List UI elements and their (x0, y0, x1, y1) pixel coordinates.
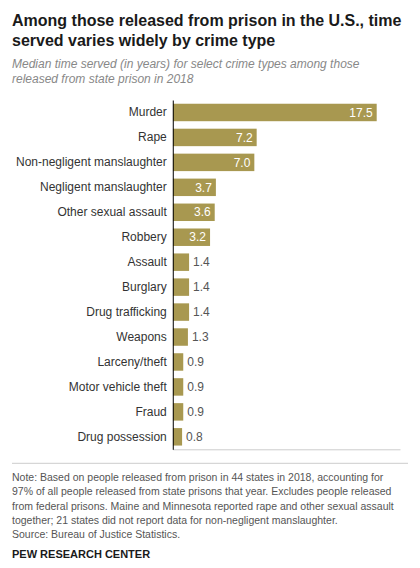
bar (173, 378, 183, 395)
data-label: 7.2 (236, 131, 253, 145)
bar (173, 253, 189, 270)
y-tick: Non-negligent manslaughter (16, 155, 173, 169)
title: Among those released from prison in the … (12, 12, 402, 49)
note-line: Source: Bureau of Justice Statistics. (12, 528, 180, 540)
y-tick-label: Negligent manslaughter (40, 180, 167, 194)
bar (173, 179, 216, 196)
y-tick-label: Other sexual assault (57, 205, 167, 219)
y-tick: Robbery (121, 230, 172, 244)
data-label: 0.9 (187, 355, 204, 369)
y-tick-label: Fraud (135, 405, 166, 419)
data-label: 0.9 (187, 380, 204, 394)
note-line: Note: Based on people released from pris… (12, 471, 384, 483)
y-tick: Rape (138, 130, 173, 144)
bar (173, 353, 183, 370)
subtitle-line: released from state prison in 2018 (12, 72, 194, 86)
data-label: 3.6 (194, 205, 211, 219)
chart: Among those released from prison in the … (0, 0, 420, 568)
bar (173, 278, 189, 295)
bar (173, 428, 182, 445)
data-label: 0.9 (187, 405, 204, 419)
data-label: 1.4 (193, 305, 210, 319)
y-tick-label: Robbery (121, 230, 166, 244)
y-axis-line (173, 101, 174, 450)
data-label: 3.2 (189, 230, 206, 244)
y-tick-label: Non-negligent manslaughter (16, 155, 167, 169)
x-axis (173, 449, 400, 450)
y-tick-label: Burglary (122, 280, 167, 294)
title-line: Among those released from prison in the … (12, 12, 402, 29)
bar (173, 204, 215, 221)
data-label: 3.7 (195, 181, 212, 195)
data-labels: 0.8 0.9 0.9 0.9 1.3 1.4 1.4 1.4 3.2 3.6 3.7 7.0 7.2 1… (186, 106, 373, 444)
note-line: from federal prisons. Maine and Minnesot… (12, 500, 394, 512)
y-tick-label: Murder (129, 105, 167, 119)
y-tick-label: Rape (138, 130, 167, 144)
data-label: 1.3 (192, 330, 209, 344)
y-tick: Larceny/theft (97, 355, 172, 369)
y-tick-label: Drug possession (77, 430, 166, 444)
y-tick: Negligent manslaughter (40, 180, 173, 194)
y-tick-label: Weapons (116, 330, 166, 344)
y-tick: Murder (129, 105, 173, 119)
y-tick-label: Assault (127, 255, 167, 269)
y-tick: Drug possession (77, 430, 172, 444)
note-line: 97% of all people released from state pr… (12, 485, 392, 497)
subtitle: Median time served (in years) for select… (12, 57, 360, 86)
y-tick: Drug trafficking (86, 305, 172, 319)
bar (173, 228, 210, 245)
y-tick: Other sexual assault (57, 205, 172, 219)
bar (173, 328, 188, 345)
data-label: 7.0 (234, 156, 251, 170)
bars (173, 104, 377, 446)
y-tick-label: Drug trafficking (86, 305, 166, 319)
y-tick: Assault (127, 255, 172, 269)
bar (173, 154, 255, 171)
bar (173, 104, 377, 121)
data-label: 1.4 (193, 255, 210, 269)
y-tick: Fraud (135, 405, 172, 419)
title-line: served varies widely by crime type (12, 32, 275, 49)
data-label: 1.4 (193, 280, 210, 294)
data-label: 17.5 (349, 106, 373, 120)
data-label: 0.8 (186, 430, 203, 444)
y-tick-label: Motor vehicle theft (69, 380, 168, 394)
bar (173, 403, 183, 420)
y-tick: Weapons (116, 330, 172, 344)
y-tick: Motor vehicle theft (69, 380, 173, 394)
y-axis: Drug possession Fraud Motor vehicle theft L… (16, 101, 173, 450)
footer: PEW RESEARCH CENTER (12, 548, 150, 560)
bar (173, 129, 257, 146)
note-line: together; 21 states did not report data … (12, 514, 338, 526)
bar (173, 303, 189, 320)
note: Note: Based on people released from pris… (12, 471, 394, 540)
divider (12, 463, 408, 464)
y-tick-label: Larceny/theft (97, 355, 167, 369)
x-axis-line (173, 449, 400, 450)
y-tick: Burglary (122, 280, 173, 294)
subtitle-line: Median time served (in years) for select… (12, 57, 360, 71)
